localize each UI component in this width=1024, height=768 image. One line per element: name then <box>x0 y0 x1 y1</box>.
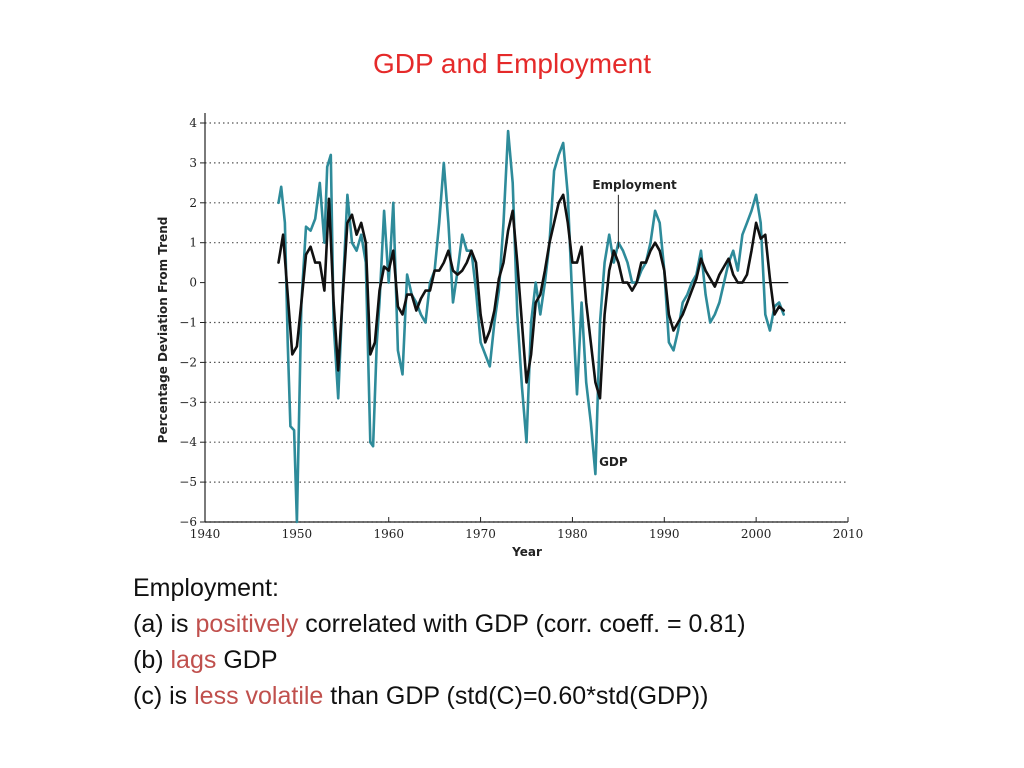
note-c-prefix: (c) is <box>133 682 195 710</box>
x-axis-title: Year <box>511 545 542 559</box>
y-tick-label: −3 <box>179 395 197 409</box>
series-layer <box>277 129 786 524</box>
annotation-gdp: GDP <box>599 455 628 469</box>
notes-heading: Employment: <box>133 574 279 602</box>
series-line-employment <box>277 193 786 400</box>
x-tick-label: 1990 <box>649 527 680 541</box>
note-line-c: (c) is less volatile than GDP (std(C)=0.… <box>133 678 993 714</box>
y-tick-label: 4 <box>189 116 197 130</box>
x-tick-label: 1960 <box>373 527 404 541</box>
annotation-layer: Employment GDP <box>592 178 677 469</box>
note-b-suffix: GDP <box>216 646 278 674</box>
note-line-b: (b) lags GDP <box>133 642 993 678</box>
y-tick-label: −5 <box>179 475 197 489</box>
x-tick-label: 1980 <box>557 527 588 541</box>
note-a-prefix: (a) is <box>133 610 196 638</box>
x-tick-label: 1940 <box>190 527 221 541</box>
x-tick-label: 1970 <box>465 527 496 541</box>
y-tick-label: −6 <box>179 515 197 529</box>
y-tick-label: 2 <box>189 196 197 210</box>
y-axis-title: Percentage Deviation From Trend <box>156 217 170 444</box>
note-c-highlight: less volatile <box>194 682 324 710</box>
series-line-gdp <box>277 129 786 524</box>
y-tick-label: 3 <box>189 156 197 170</box>
note-a-suffix: correlated with GDP (corr. coeff. = 0.81… <box>298 610 746 638</box>
note-c-suffix: than GDP (std(C)=0.60*std(GDP)) <box>323 682 709 710</box>
x-tick-label: 1950 <box>282 527 313 541</box>
note-b-prefix: (b) <box>133 646 171 674</box>
x-tick-label: 2010 <box>833 527 864 541</box>
y-tick-label: 0 <box>189 276 197 290</box>
x-tick-label: 2000 <box>741 527 772 541</box>
note-a-highlight: positively <box>195 610 299 638</box>
annotation-employment: Employment <box>592 178 677 192</box>
y-tick-label: −2 <box>179 355 197 369</box>
notes: Employment: (a) is positively correlated… <box>133 570 993 714</box>
note-line-a: (a) is positively correlated with GDP (c… <box>133 606 993 642</box>
y-tick-label: −4 <box>179 435 197 449</box>
y-tick-label: −1 <box>179 316 197 330</box>
note-b-highlight: lags <box>170 646 217 674</box>
y-tick-label: 1 <box>189 236 197 250</box>
slide-title: GDP and Employment <box>372 48 652 79</box>
